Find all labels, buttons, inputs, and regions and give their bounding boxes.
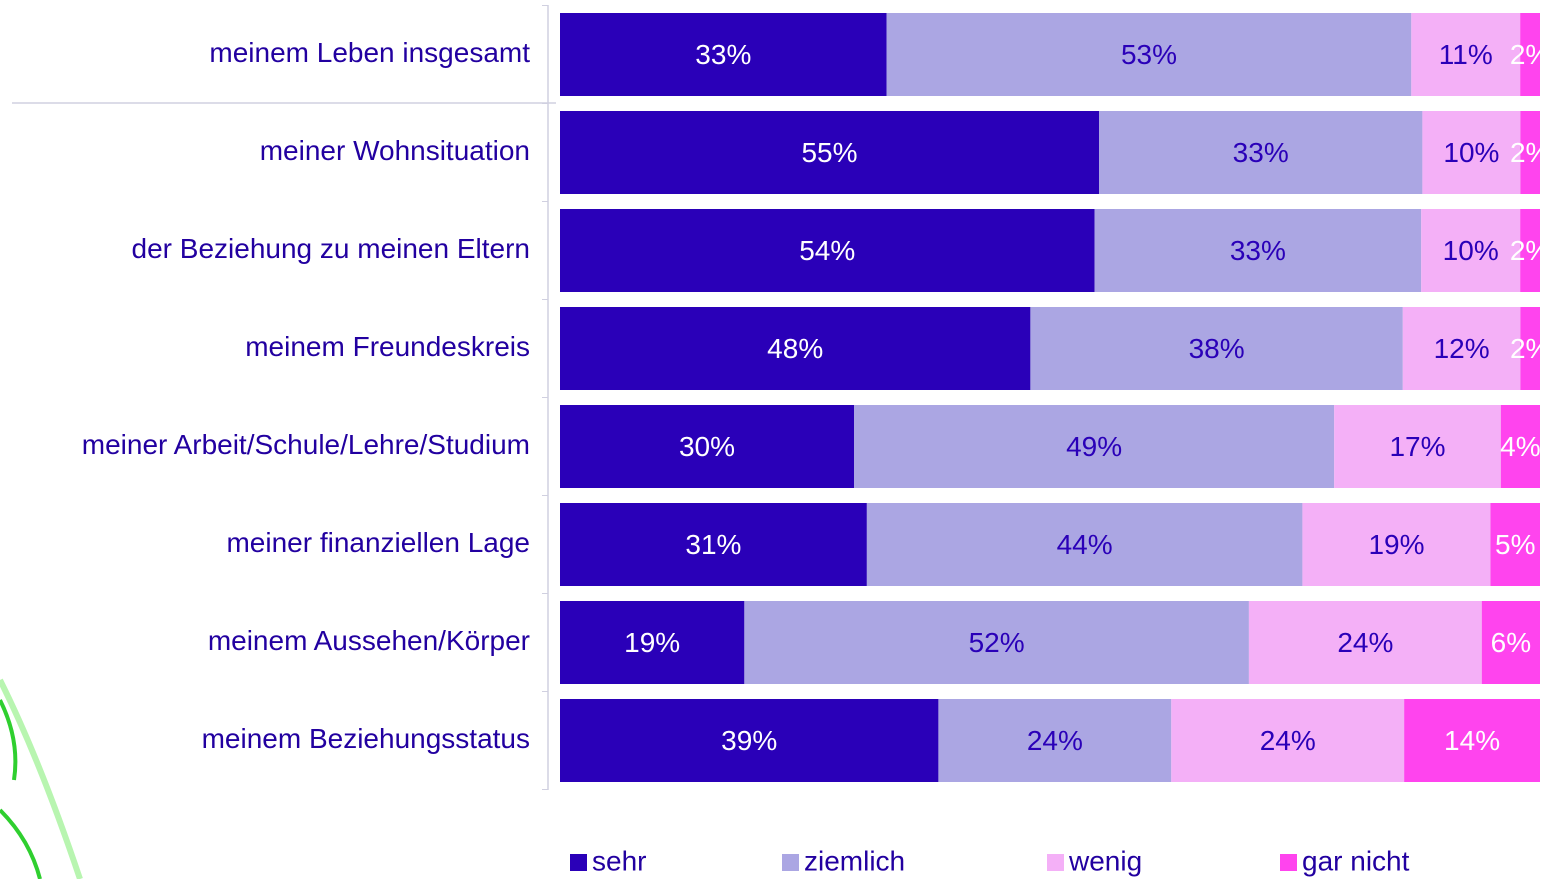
bar-segment xyxy=(560,111,1099,194)
bar-segment xyxy=(1402,307,1521,390)
value-label: 10% xyxy=(1443,235,1499,266)
value-label: 49% xyxy=(1066,431,1122,462)
bar-segment xyxy=(560,601,745,684)
category-label: meiner finanziellen Lage xyxy=(226,527,530,558)
value-label: 33% xyxy=(1233,137,1289,168)
value-label: 30% xyxy=(679,431,735,462)
category-label: meinem Aussehen/Körper xyxy=(208,625,530,656)
bar-segment xyxy=(1490,503,1540,586)
value-label: 17% xyxy=(1389,431,1445,462)
value-label: 10% xyxy=(1443,137,1499,168)
bar-segment xyxy=(1302,503,1491,586)
bar-segment xyxy=(1520,307,1540,390)
bar-segment xyxy=(1422,111,1521,194)
category-label: meiner Arbeit/Schule/Lehre/Studium xyxy=(82,429,530,460)
bar-segment xyxy=(1481,601,1540,684)
value-label: 5% xyxy=(1495,529,1535,560)
bar-segment xyxy=(1411,13,1521,96)
bar-segment xyxy=(1500,405,1540,488)
legend-swatch xyxy=(782,854,799,871)
legend-label: gar nicht xyxy=(1302,845,1410,876)
bar-segment xyxy=(1030,307,1403,390)
value-label: 24% xyxy=(1260,725,1316,756)
value-label: 12% xyxy=(1434,333,1490,364)
value-label: 24% xyxy=(1337,627,1393,658)
value-label: 24% xyxy=(1027,725,1083,756)
category-label: der Beziehung zu meinen Eltern xyxy=(132,233,530,264)
bar-segment xyxy=(1404,699,1540,782)
decoration xyxy=(0,699,18,781)
value-label: 55% xyxy=(801,137,857,168)
value-label: 33% xyxy=(695,39,751,70)
bar-segment xyxy=(560,503,867,586)
bar-segment xyxy=(560,405,854,488)
value-label: 44% xyxy=(1057,529,1113,560)
bar-segment xyxy=(560,209,1095,292)
bar-segment xyxy=(1094,209,1422,292)
decoration xyxy=(0,678,83,879)
bar-segment xyxy=(1334,405,1501,488)
bar-segment xyxy=(560,307,1031,390)
legend-swatch xyxy=(1047,854,1064,871)
value-label: 2% xyxy=(1510,137,1542,168)
value-label: 14% xyxy=(1444,725,1500,756)
bar-segment xyxy=(560,699,939,782)
bar-segment xyxy=(866,503,1303,586)
legend-label: ziemlich xyxy=(804,845,905,876)
bar-segment xyxy=(886,13,1412,96)
value-label: 38% xyxy=(1189,333,1245,364)
legend-label: wenig xyxy=(1068,845,1142,876)
bar-segment xyxy=(1171,699,1405,782)
value-label: 6% xyxy=(1491,627,1531,658)
category-label: meinem Beziehungsstatus xyxy=(202,723,530,754)
bar-segment xyxy=(1248,601,1482,684)
bar-segment xyxy=(1099,111,1423,194)
value-label: 52% xyxy=(969,627,1025,658)
value-label: 54% xyxy=(799,235,855,266)
bar-segment xyxy=(744,601,1249,684)
value-label: 53% xyxy=(1121,39,1177,70)
decoration xyxy=(0,808,42,879)
bar-segment xyxy=(1520,13,1540,96)
bar-segment xyxy=(560,13,887,96)
value-label: 2% xyxy=(1510,39,1542,70)
legend-swatch xyxy=(1280,854,1297,871)
legend-swatch xyxy=(570,854,587,871)
value-label: 11% xyxy=(1439,39,1493,70)
bar-segment xyxy=(854,405,1335,488)
category-label: meinem Freundeskreis xyxy=(245,331,530,362)
bar-segment xyxy=(1520,111,1540,194)
bar-segment xyxy=(1520,209,1540,292)
value-label: 31% xyxy=(685,529,741,560)
value-label: 2% xyxy=(1510,333,1542,364)
bar-segment xyxy=(938,699,1172,782)
legend-label: sehr xyxy=(592,845,646,876)
category-label: meiner Wohnsituation xyxy=(260,135,530,166)
value-label: 19% xyxy=(624,627,680,658)
category-label: meinem Leben insgesamt xyxy=(209,37,530,68)
bar-segment xyxy=(1421,209,1521,292)
value-label: 33% xyxy=(1230,235,1286,266)
value-label: 48% xyxy=(767,333,823,364)
value-label: 4% xyxy=(1500,431,1540,462)
value-label: 39% xyxy=(721,725,777,756)
value-label: 2% xyxy=(1510,235,1542,266)
value-label: 19% xyxy=(1368,529,1424,560)
